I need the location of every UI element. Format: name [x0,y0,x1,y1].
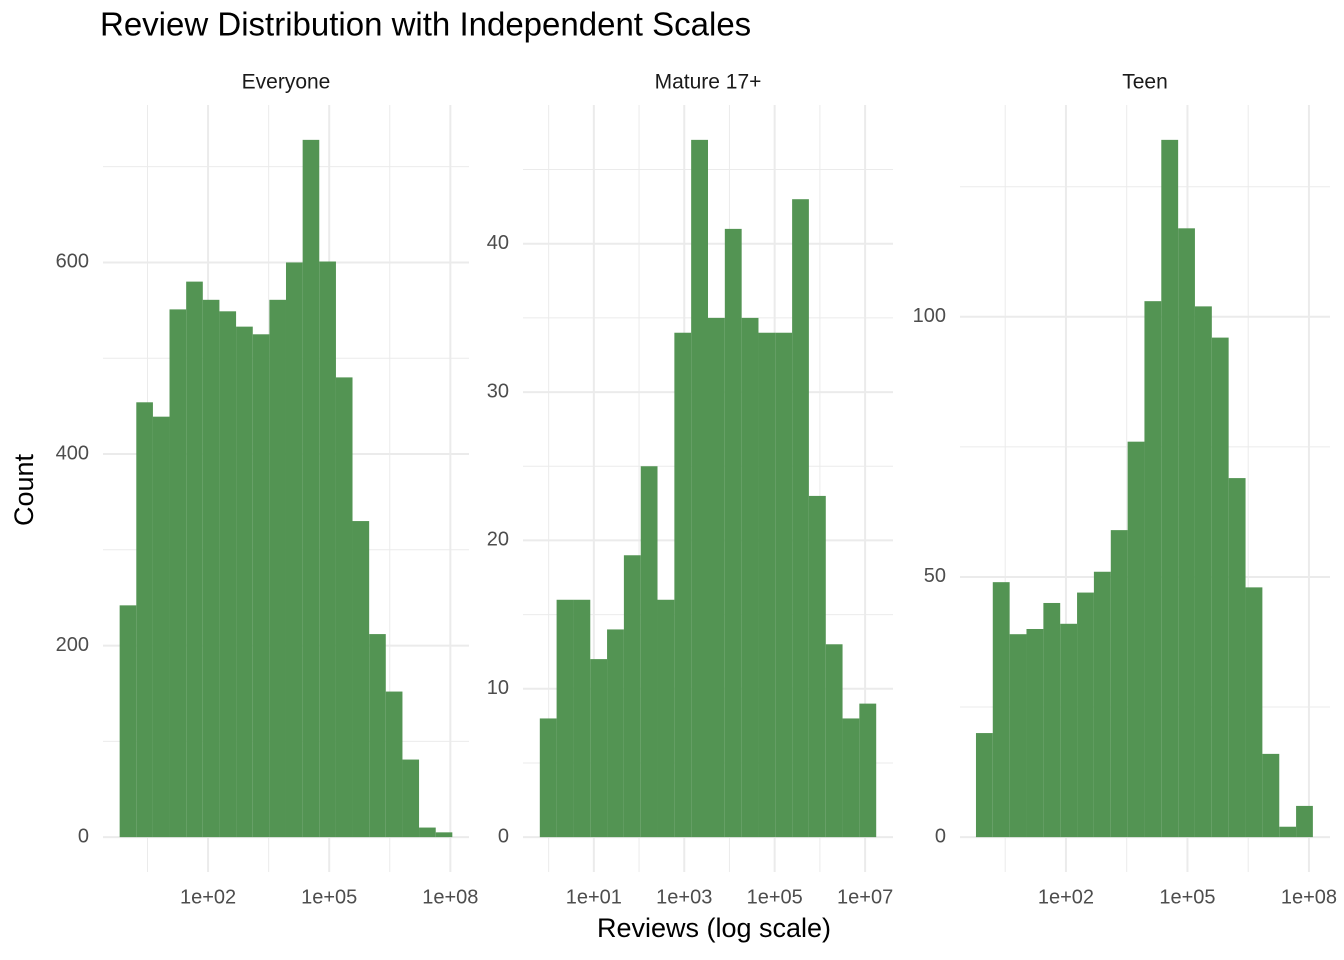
histogram-bar [724,228,742,838]
histogram-bar [792,199,809,838]
y-tick-label: 20 [487,529,509,551]
histogram-bar [169,309,187,838]
y-tick-label: 30 [487,380,509,402]
histogram-bar [202,299,220,838]
histogram-bar [319,261,336,838]
y-tick-label: 50 [924,565,946,587]
histogram-bar [369,634,386,838]
histogram-bar [1279,826,1297,838]
x-tick-label: 1e+03 [656,886,712,908]
x-tick-label: 1e+05 [301,886,357,908]
y-tick-label: 200 [56,634,89,656]
histogram-bar [640,466,658,838]
y-tick-label: 10 [487,677,509,699]
histogram-bar [741,317,759,838]
histogram-bar [1144,301,1162,838]
histogram-bar [1127,441,1145,838]
histogram-bar [1077,592,1094,838]
histogram-bar [657,599,675,838]
y-tick-label: 100 [913,305,946,327]
histogram-bar [385,691,403,838]
histogram-bar [1245,587,1263,838]
y-tick-label: 0 [935,825,946,847]
histogram-bar [402,759,420,838]
histogram-bar [556,599,574,838]
histogram-bar [1228,478,1246,838]
histogram-bar [1178,228,1195,838]
chart-title: Review Distribution with Independent Sca… [100,6,751,43]
histogram-bar [302,139,320,838]
histogram-bar [1262,753,1280,838]
histogram-bar [1110,530,1128,838]
y-tick-label: 600 [56,251,89,273]
histogram-bar [975,733,993,838]
histogram-bar [285,262,303,838]
strip-title: Everyone [242,71,331,94]
histogram-bar [1043,602,1061,838]
x-tick-label: 1e+05 [1159,886,1215,908]
x-tick-label: 1e+02 [1038,886,1094,908]
y-tick-label: 0 [498,825,509,847]
x-tick-label: 1e+07 [837,886,893,908]
histogram-bar [623,555,641,838]
histogram-bar [859,703,877,838]
histogram-bar [992,582,1010,838]
histogram-bar [1009,634,1027,838]
histogram-bar [1093,571,1111,838]
histogram-bar [1194,306,1212,838]
histogram-bar [573,599,591,838]
strip-title: Teen [1122,71,1168,94]
histogram-bar [775,332,793,838]
histogram-bar [1296,805,1313,838]
histogram-bar [335,377,353,838]
histogram-bar [1026,628,1044,838]
histogram-bar [607,629,624,838]
histogram-bar [435,832,453,838]
histogram-bar [252,334,270,838]
x-tick-label: 1e+05 [747,886,803,908]
histogram-bar [539,718,557,838]
y-tick-label: 400 [56,442,89,464]
strip-title: Mature 17+ [655,71,762,94]
x-axis-title: Reviews (log scale) [597,913,831,943]
histogram-bar [674,332,692,838]
histogram-bar [691,139,709,838]
x-tick-label: 1e+01 [566,886,622,908]
histogram-bar [236,326,253,838]
x-tick-label: 1e+02 [180,886,236,908]
histogram-bar [842,718,860,838]
histogram-bar [590,659,608,838]
histogram-bar [152,416,170,838]
histogram-bar [1161,139,1179,838]
histogram-bar [758,332,776,838]
histogram-bar [708,317,725,838]
histogram-bar [269,299,286,838]
histogram-bar [1211,337,1229,838]
histogram-bar [119,605,137,838]
histogram-bar [219,311,237,838]
y-tick-label: 0 [78,825,89,847]
histogram-bar [808,495,826,838]
y-axis-title: Count [9,453,39,526]
histogram-bar [419,827,436,838]
histogram-bar [825,644,843,838]
histogram-bar [136,402,153,838]
y-tick-label: 40 [487,232,509,254]
x-tick-label: 1e+08 [1281,886,1337,908]
histogram-bar [352,521,370,838]
histogram-bar [186,281,203,838]
x-tick-label: 1e+08 [422,886,478,908]
histogram-bar [1060,623,1078,838]
